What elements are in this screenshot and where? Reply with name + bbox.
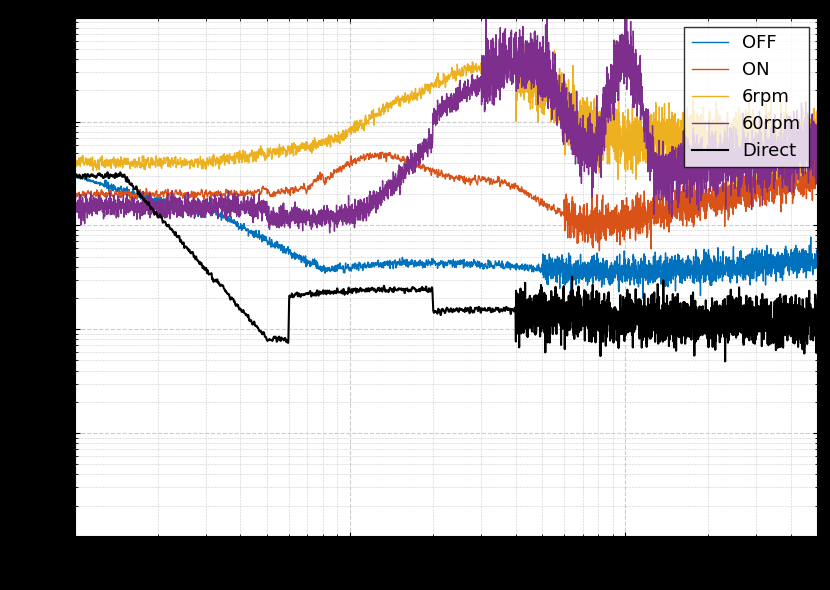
Line: Direct: Direct bbox=[75, 172, 818, 361]
60rpm bbox=[624, 41, 634, 48]
Direct bbox=[354, 288, 364, 295]
Line: OFF: OFF bbox=[75, 175, 818, 298]
OFF bbox=[515, 264, 525, 271]
ON bbox=[624, 212, 634, 219]
6rpm bbox=[624, 142, 634, 149]
60rpm bbox=[205, 194, 215, 201]
60rpm bbox=[553, 99, 563, 106]
6rpm bbox=[354, 124, 364, 132]
60rpm bbox=[515, 45, 525, 53]
ON bbox=[378, 149, 388, 156]
ON bbox=[813, 153, 823, 160]
6rpm bbox=[668, 183, 678, 191]
6rpm bbox=[529, 37, 539, 44]
60rpm bbox=[813, 132, 823, 139]
ON bbox=[681, 205, 691, 212]
Direct bbox=[205, 270, 215, 277]
OFF bbox=[354, 267, 364, 274]
Line: ON: ON bbox=[75, 152, 818, 251]
ON bbox=[70, 185, 80, 192]
6rpm bbox=[681, 133, 691, 140]
Direct bbox=[103, 169, 113, 176]
60rpm bbox=[622, 6, 632, 14]
ON bbox=[205, 189, 215, 196]
60rpm bbox=[681, 132, 691, 139]
6rpm bbox=[70, 156, 80, 163]
Direct bbox=[624, 313, 634, 320]
Direct bbox=[720, 358, 730, 365]
Line: 6rpm: 6rpm bbox=[75, 40, 818, 187]
Direct bbox=[70, 170, 80, 177]
OFF bbox=[813, 265, 823, 272]
6rpm bbox=[813, 149, 823, 156]
60rpm bbox=[325, 230, 334, 237]
OFF bbox=[681, 258, 691, 265]
OFF bbox=[70, 171, 80, 178]
Direct bbox=[681, 326, 691, 333]
ON bbox=[354, 155, 364, 162]
Line: 60rpm: 60rpm bbox=[75, 10, 818, 233]
OFF bbox=[205, 204, 215, 211]
ON bbox=[515, 186, 525, 194]
6rpm bbox=[205, 153, 215, 160]
6rpm bbox=[553, 71, 563, 78]
OFF bbox=[553, 260, 563, 267]
OFF bbox=[624, 260, 634, 267]
ON bbox=[553, 205, 563, 212]
Direct bbox=[553, 304, 563, 311]
ON bbox=[594, 247, 604, 254]
60rpm bbox=[354, 209, 364, 217]
Direct bbox=[813, 309, 823, 316]
OFF bbox=[638, 294, 648, 301]
60rpm bbox=[70, 209, 80, 216]
Legend: OFF, ON, 6rpm, 60rpm, Direct: OFF, ON, 6rpm, 60rpm, Direct bbox=[685, 27, 808, 168]
6rpm bbox=[515, 81, 525, 88]
Direct bbox=[515, 301, 525, 308]
